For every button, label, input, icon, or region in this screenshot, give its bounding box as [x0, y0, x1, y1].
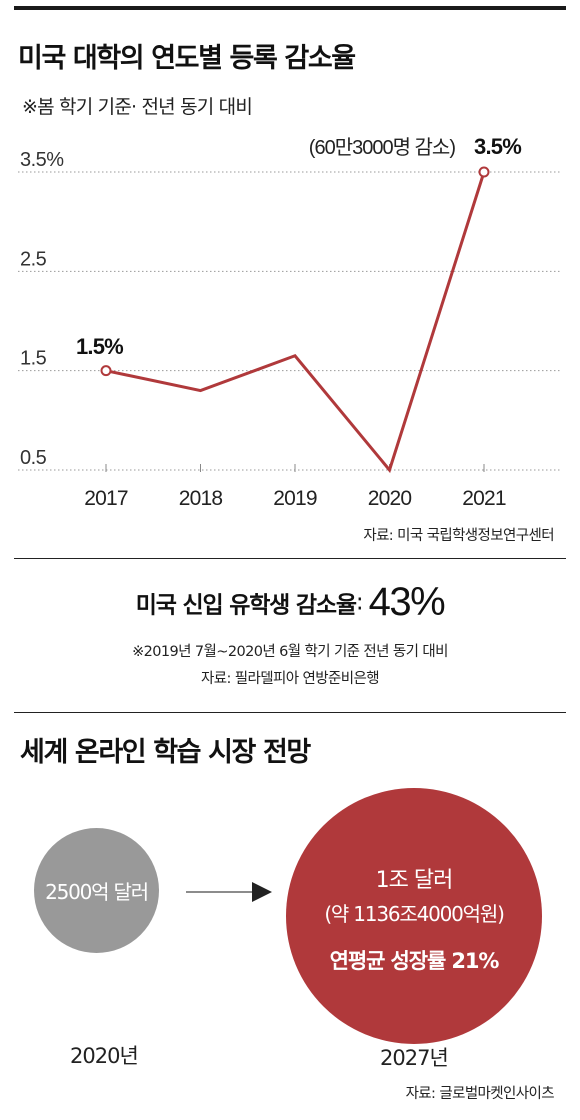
y-tick-label: 3.5%	[20, 149, 64, 171]
stat-line: 미국 신입 유학생 감소율: 43%	[0, 580, 580, 625]
stat-note: ※2019년 7월~2020년 6월 학기 기준 전년 동기 대비	[132, 644, 448, 660]
stat-value: 43%	[368, 580, 446, 624]
data-point-marker	[478, 166, 490, 178]
growth-rate: 연평균 성장률 21%	[329, 948, 500, 973]
market-2020-value: 2500억 달러	[45, 880, 149, 904]
y-tick-label: 2.5	[20, 248, 47, 270]
x-tick-label: 2018	[179, 487, 223, 510]
section2-source: 자료: 글로벌마켓인사이츠	[405, 1086, 555, 1102]
year-2020-label: 2020년	[70, 1044, 139, 1068]
x-tick-label: 2021	[462, 487, 506, 510]
data-point-marker	[100, 365, 112, 377]
market-2027-value: 1조 달러	[375, 867, 454, 893]
market-2020-circle: 2500억 달러	[34, 828, 159, 953]
data-label-note: (60만3000명 감소)	[309, 136, 456, 159]
year-2027-label: 2027년	[380, 1046, 449, 1070]
stat-colon: :	[355, 589, 364, 616]
enrollment-line-chart: 3.5% 2.5 1.5 0.5 2017 2018 2019 2020 2021 1.5% 3.5…	[18, 134, 560, 510]
chart-source: 자료: 미국 국립학생정보연구센터	[363, 528, 554, 544]
x-tick-label: 2017	[84, 487, 128, 510]
y-tick-label: 0.5	[20, 447, 47, 469]
data-label: 1.5%	[76, 334, 123, 359]
stat-source: 자료: 필라델피아 연방준비은행	[201, 671, 380, 687]
y-tick-label: 1.5	[20, 348, 47, 370]
market-2027-circle: 1조 달러 (약 1136조4000억원) 연평균 성장률 21%	[286, 788, 542, 1044]
x-tick-label: 2019	[273, 487, 317, 510]
divider	[14, 712, 566, 713]
data-label: 3.5%	[474, 134, 521, 159]
top-rule	[14, 6, 566, 10]
section2-title: 세계 온라인 학습 시장 전망	[20, 737, 311, 768]
chart-title: 미국 대학의 연도별 등록 감소율	[18, 43, 356, 74]
arrow-icon	[186, 882, 272, 902]
chart-subtitle: ※봄 학기 기준· 전년 동기 대비	[22, 96, 253, 118]
x-tick-label: 2020	[368, 487, 412, 510]
divider	[14, 558, 566, 559]
series-line	[105, 171, 486, 474]
stat-label: 미국 신입 유학생 감소율	[135, 592, 357, 619]
market-2027-krw: (약 1136조4000억원)	[324, 901, 505, 926]
